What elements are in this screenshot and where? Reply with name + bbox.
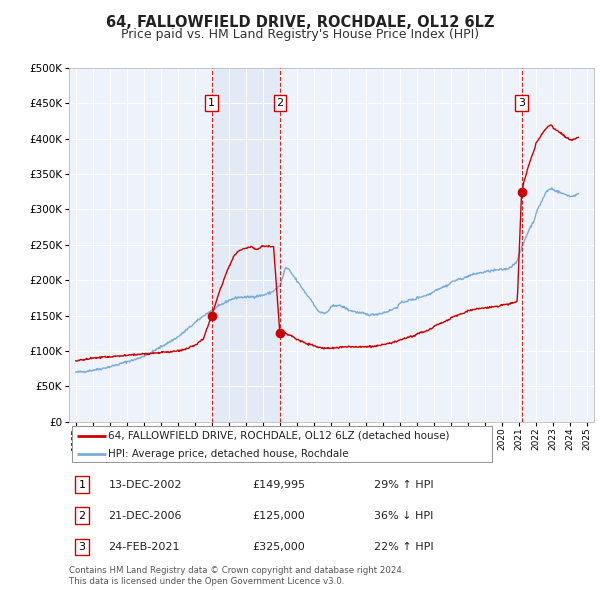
Text: 29% ↑ HPI: 29% ↑ HPI [373,480,433,490]
Text: £125,000: £125,000 [253,511,305,521]
Text: 1: 1 [79,480,86,490]
Text: Contains HM Land Registry data © Crown copyright and database right 2024.
This d: Contains HM Land Registry data © Crown c… [69,566,404,586]
Text: £325,000: £325,000 [253,542,305,552]
Text: £149,995: £149,995 [253,480,306,490]
Text: 64, FALLOWFIELD DRIVE, ROCHDALE, OL12 6LZ: 64, FALLOWFIELD DRIVE, ROCHDALE, OL12 6L… [106,15,494,30]
Text: 21-DEC-2006: 21-DEC-2006 [109,511,182,521]
Text: 1: 1 [208,99,215,108]
Text: 2: 2 [276,99,283,108]
Text: 3: 3 [518,99,525,108]
Text: 13-DEC-2002: 13-DEC-2002 [109,480,182,490]
Bar [212,68,280,422]
Text: 2: 2 [79,511,86,521]
Text: Price paid vs. HM Land Registry's House Price Index (HPI): Price paid vs. HM Land Registry's House … [121,28,479,41]
Text: 24-FEB-2021: 24-FEB-2021 [109,542,180,552]
Text: 64, FALLOWFIELD DRIVE, ROCHDALE, OL12 6LZ (detached house): 64, FALLOWFIELD DRIVE, ROCHDALE, OL12 6L… [109,431,450,441]
Text: 36% ↓ HPI: 36% ↓ HPI [373,511,433,521]
FancyBboxPatch shape [71,425,491,463]
Text: 3: 3 [79,542,86,552]
Text: HPI: Average price, detached house, Rochdale: HPI: Average price, detached house, Roch… [109,448,349,458]
Text: 22% ↑ HPI: 22% ↑ HPI [373,542,433,552]
Bar [280,68,521,422]
